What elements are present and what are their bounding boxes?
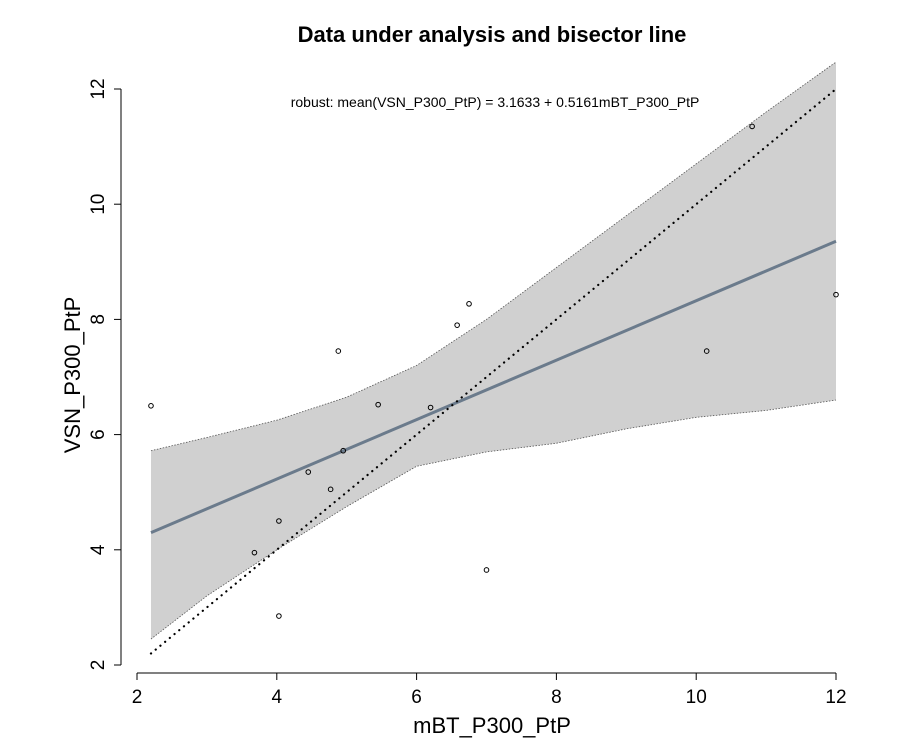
- data-point: [305, 469, 312, 475]
- data-point: [483, 567, 490, 573]
- confidence-band-lower-edge: [150, 399, 837, 640]
- plot-area: [148, 61, 839, 655]
- data-point: [148, 403, 154, 409]
- data-point: [251, 549, 258, 556]
- data-point: [466, 301, 472, 307]
- data-point: [833, 291, 839, 298]
- x-axis: 2 4 6 8 10 12: [132, 672, 847, 708]
- data-point: [340, 447, 347, 454]
- data-point: [327, 486, 334, 493]
- x-tick-label: 8: [551, 687, 562, 708]
- y-tick-label: 2: [88, 660, 109, 671]
- y-tick-label: 8: [88, 314, 109, 325]
- regression-annotation: robust: mean(VSN_P300_PtP) = 3.1633 + 0.…: [291, 94, 700, 110]
- y-axis: 2 4 6 8 10 12: [88, 78, 122, 671]
- x-axis-label: mBT_P300_PtP: [413, 713, 571, 738]
- x-tick-label: 6: [411, 687, 422, 708]
- regression-line: [150, 239, 837, 534]
- x-tick-label: 12: [825, 687, 846, 708]
- confidence-band-upper-edge: [150, 61, 837, 452]
- data-point: [276, 518, 282, 524]
- y-tick-label: 12: [88, 78, 109, 99]
- x-tick-label: 10: [686, 687, 707, 708]
- data-point: [276, 613, 282, 619]
- data-point: [375, 401, 381, 408]
- confidence-band: [150, 62, 837, 640]
- data-points: [148, 123, 839, 619]
- y-axis-label: VSN_P300_PtP: [60, 297, 85, 454]
- data-point: [427, 404, 434, 411]
- data-point: [749, 123, 755, 130]
- y-tick-label: 10: [88, 194, 109, 215]
- x-tick-label: 4: [272, 687, 283, 708]
- data-point: [454, 322, 460, 328]
- data-point: [335, 348, 342, 354]
- data-point: [703, 348, 710, 354]
- chart-title: Data under analysis and bisector line: [298, 22, 687, 47]
- x-tick-label: 2: [132, 687, 143, 708]
- y-tick-label: 6: [88, 429, 109, 440]
- y-tick-label: 4: [88, 544, 109, 555]
